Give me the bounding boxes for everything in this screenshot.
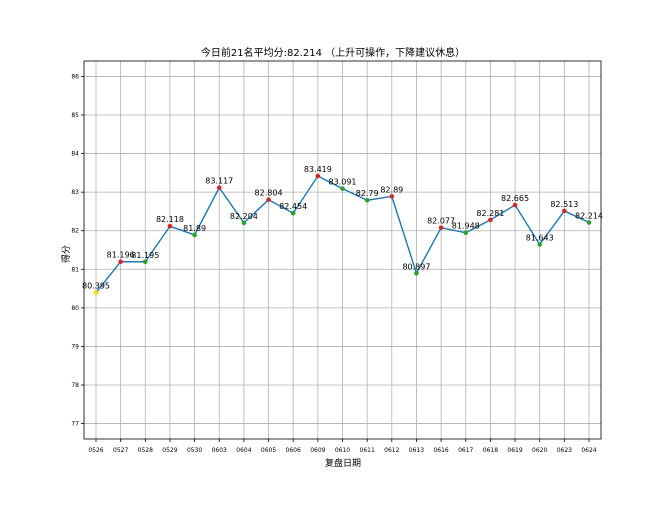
y-tick-label: 84 <box>71 151 79 158</box>
x-tick-label: 0606 <box>286 447 301 454</box>
x-tick-label: 0623 <box>557 447 572 454</box>
x-tick-label: 0528 <box>138 447 153 454</box>
data-point <box>586 220 592 225</box>
data-point <box>143 259 148 265</box>
y-tick-label: 77 <box>71 421 79 428</box>
y-tick-label: 85 <box>71 112 79 119</box>
data-point <box>438 225 444 231</box>
y-tick-label: 83 <box>71 189 79 196</box>
x-tick-label: 0603 <box>212 447 227 454</box>
data-label: 81.643 <box>526 233 554 242</box>
data-label: 81.89 <box>183 224 206 233</box>
data-point <box>562 208 567 214</box>
data-point <box>315 173 321 179</box>
x-tick-label: 0624 <box>581 447 596 454</box>
data-label: 82.79 <box>356 189 379 198</box>
grid <box>84 61 601 439</box>
data-point <box>290 210 296 216</box>
x-tick-label: 0620 <box>532 447 547 454</box>
data-point <box>389 194 395 199</box>
x-tick-label: 0529 <box>162 447 177 454</box>
data-label: 83.091 <box>329 178 357 187</box>
x-axis-ticks: 0526 0527 0528 0529 0530 0603 0604 0605 0606 0609… <box>88 439 597 454</box>
y-tick-label: 82 <box>71 228 79 235</box>
x-tick-label: 0610 <box>335 447 350 454</box>
data-point <box>364 197 370 203</box>
x-tick-label: 0527 <box>113 447 128 454</box>
y-tick-label: 81 <box>71 266 79 273</box>
data-label: 82.665 <box>501 194 529 203</box>
x-tick-label: 0609 <box>310 447 325 454</box>
x-tick-label: 0619 <box>507 447 522 454</box>
data-point <box>266 197 271 203</box>
data-point <box>512 202 518 208</box>
y-tick-label: 80 <box>71 305 79 312</box>
x-tick-label: 0618 <box>483 447 498 454</box>
x-tick-label: 0604 <box>236 447 251 454</box>
data-label: 80.395 <box>82 282 110 291</box>
x-tick-label: 0617 <box>458 447 473 454</box>
data-label: 82.454 <box>279 202 307 211</box>
data-markers <box>93 173 592 295</box>
data-point <box>241 220 247 226</box>
y-tick-label: 86 <box>71 73 79 80</box>
data-point <box>167 223 173 229</box>
x-axis-label: 复盘日期 <box>325 457 361 469</box>
x-tick-label: 0613 <box>409 447 424 454</box>
chart-title: 今日前21名平均分:82.214 （上升可操作，下降建议休息） <box>201 46 465 59</box>
x-tick-label: 0605 <box>261 447 276 454</box>
data-point <box>118 259 123 265</box>
x-tick-label: 0616 <box>433 447 448 454</box>
y-axis-label: 得分 <box>60 245 72 263</box>
data-point <box>463 230 469 236</box>
data-label: 82.804 <box>255 189 283 198</box>
data-point <box>537 242 542 247</box>
y-tick-label: 79 <box>71 343 79 350</box>
x-tick-label: 0611 <box>360 447 375 454</box>
x-tick-label: 0612 <box>384 447 399 454</box>
data-label: 81.948 <box>452 222 480 231</box>
data-label: 81.195 <box>131 251 159 260</box>
data-point <box>414 270 419 276</box>
x-tick-label: 0530 <box>187 447 202 454</box>
data-point <box>216 185 222 190</box>
data-label: 82.214 <box>575 211 603 220</box>
data-label: 82.513 <box>550 200 578 209</box>
y-tick-label: 78 <box>71 382 79 389</box>
data-label: 82.204 <box>230 212 258 221</box>
data-point <box>192 232 197 238</box>
data-label: 80.897 <box>402 262 430 271</box>
data-label: 83.419 <box>304 165 332 174</box>
data-label: 82.077 <box>427 217 455 226</box>
data-label: 82.281 <box>476 209 504 218</box>
data-point <box>93 290 99 295</box>
data-label: 82.89 <box>380 185 403 194</box>
x-tick-label: 0526 <box>88 447 103 454</box>
y-axis-ticks: 77 78 79 80 81 82 83 84 85 86 <box>71 73 84 428</box>
data-point <box>340 186 345 191</box>
data-label: 83.117 <box>205 177 233 186</box>
data-label: 82.118 <box>156 215 184 224</box>
data-point <box>488 217 493 223</box>
data-label: 81.196 <box>107 251 135 260</box>
